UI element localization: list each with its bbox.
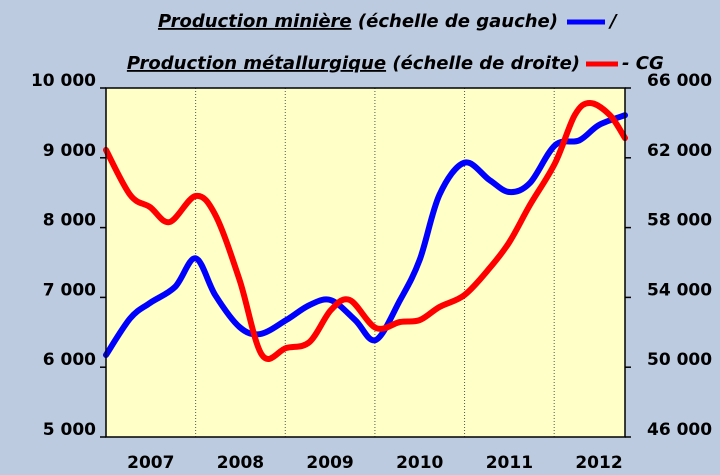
y2-tick-label: 58 000 [647, 211, 712, 231]
y-tick-label: 10 000 [31, 71, 96, 91]
x-tick-label: 2010 [396, 453, 443, 473]
legend-line-1: Production minière (échelle de gauche) [158, 11, 558, 32]
y2-tick-label: 50 000 [647, 350, 712, 370]
y2-tick-label: 66 000 [647, 71, 712, 91]
series-line [103, 100, 628, 362]
legend-name: Production métallurgique [127, 53, 386, 74]
x-tick-label: 2009 [306, 453, 353, 473]
x-tick-label: 2012 [575, 453, 622, 473]
x-tick-label: 2011 [486, 453, 533, 473]
legend-suffix: / [608, 11, 618, 32]
plot-frame [105, 87, 626, 438]
x-tick-label: 2008 [217, 453, 264, 473]
y2-tick-label: 62 000 [647, 141, 712, 161]
legend-name: Production minière [158, 11, 352, 32]
y2-tick-label: 54 000 [647, 280, 712, 300]
y-tick-label: 5 000 [43, 420, 96, 440]
y-tick-label: 9 000 [43, 141, 96, 161]
y-tick-label: 8 000 [43, 211, 96, 231]
legend-line-2: Production métallurgique (échelle de dro… [127, 53, 580, 74]
y2-tick-label: 46 000 [647, 420, 712, 440]
plot-area [106, 88, 625, 437]
series-line [103, 112, 628, 358]
legend-suffix: - CG [622, 53, 664, 74]
x-tick-label: 2007 [127, 453, 174, 473]
y-tick-label: 7 000 [43, 280, 96, 300]
y-tick-label: 6 000 [43, 350, 96, 370]
legend-note: (échelle de gauche) [358, 11, 558, 32]
legend-note: (échelle de droite) [392, 53, 580, 74]
